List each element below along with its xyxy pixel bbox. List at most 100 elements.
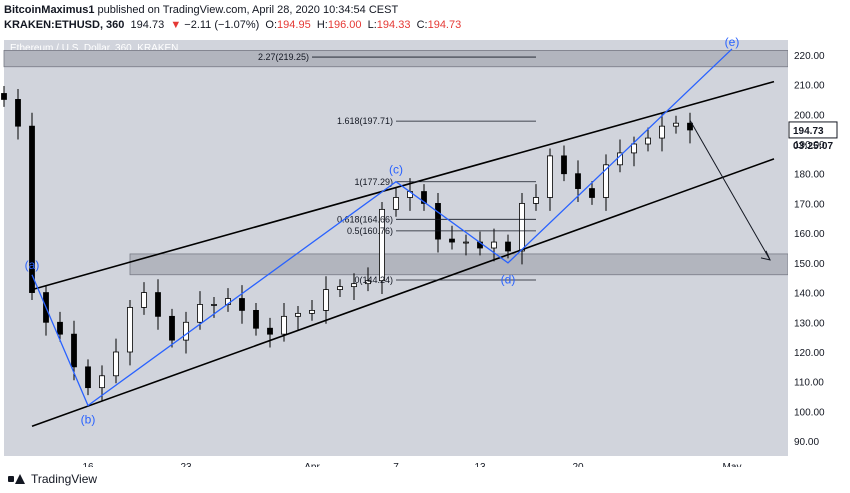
candle xyxy=(253,309,259,329)
x-tick-label: 20 xyxy=(572,462,584,467)
candle xyxy=(309,309,315,314)
candle xyxy=(267,327,273,335)
candle xyxy=(393,197,399,210)
symbol-info: KRAKEN:ETHUSD, 360 194.73 ▼ −2.11 (−1.07… xyxy=(4,19,461,31)
price-axis xyxy=(788,36,850,467)
wave-label: (e) xyxy=(725,36,740,49)
tradingview-footer: TradingView xyxy=(8,472,97,486)
low-value: 194.33 xyxy=(376,19,411,31)
x-tick-label: 7 xyxy=(393,462,399,467)
tradingview-logo-icon xyxy=(8,474,26,484)
candle xyxy=(421,191,427,204)
last-price: 194.73 xyxy=(130,19,165,31)
candle xyxy=(29,125,35,293)
close-value: 194.73 xyxy=(427,19,462,31)
x-tick-label: 13 xyxy=(474,462,486,467)
candle xyxy=(351,283,357,288)
candle xyxy=(295,312,301,317)
candle xyxy=(631,143,637,154)
symbol-name: KRAKEN:ETHUSD, 360 xyxy=(4,19,125,31)
candle xyxy=(1,93,7,100)
y-tick-label: 200.00 xyxy=(794,110,825,121)
channel-line-1 xyxy=(31,158,775,428)
projection-arrow xyxy=(689,119,771,261)
y-tick-label: 120.00 xyxy=(794,348,825,359)
candle xyxy=(57,321,63,335)
candle xyxy=(561,155,567,175)
low-label: L: xyxy=(367,19,377,31)
down-arrow-icon: ▼ xyxy=(170,19,182,31)
y-tick-label: 110.00 xyxy=(794,378,824,389)
candle xyxy=(85,366,91,389)
candle xyxy=(183,321,189,341)
publish-text: published on TradingView.com, April 28, … xyxy=(94,4,399,16)
y-tick-label: 160.00 xyxy=(794,229,825,240)
y-tick-label: 180.00 xyxy=(794,170,825,181)
current-price-label: 194.73 xyxy=(793,126,824,137)
candle xyxy=(113,351,119,377)
candle xyxy=(547,155,553,198)
wave-label: (a) xyxy=(25,258,40,272)
fib-label: 0(144.24) xyxy=(354,275,393,285)
candle xyxy=(659,125,665,139)
close-label: C: xyxy=(416,19,428,31)
price-change: −2.11 (−1.07%) xyxy=(184,19,260,31)
fib-label: 1(177.29) xyxy=(354,177,393,187)
candle xyxy=(435,203,441,240)
price-chart[interactable]: Ethereum / U.S. Dollar, 360, KRAKEN 2.27(… xyxy=(0,36,850,467)
time-axis xyxy=(0,456,850,467)
candle xyxy=(533,197,539,204)
wave-label: (c) xyxy=(389,163,403,177)
support-zone-0 xyxy=(3,49,789,68)
x-tick-label: May xyxy=(723,462,742,467)
candle xyxy=(197,304,203,323)
candle xyxy=(449,238,455,243)
current-price-box xyxy=(788,121,838,139)
candle xyxy=(127,307,133,353)
candle xyxy=(323,289,329,311)
chart-title: Ethereum / U.S. Dollar, 360, KRAKEN xyxy=(10,43,178,54)
y-tick-label: 210.00 xyxy=(794,81,825,92)
brand-name: TradingView xyxy=(31,472,98,486)
candle xyxy=(645,137,651,145)
y-tick-label: 170.00 xyxy=(794,199,825,210)
candle xyxy=(589,188,595,198)
candle xyxy=(71,333,77,368)
publish-info: BitcoinMaximus1 published on TradingView… xyxy=(4,4,398,16)
open-label: O: xyxy=(265,19,278,31)
candle xyxy=(337,286,343,290)
candle xyxy=(15,99,21,127)
wave-label: (b) xyxy=(81,412,96,426)
fib-label: 0.5(160.76) xyxy=(347,226,393,236)
wave-path xyxy=(31,48,733,407)
author-name[interactable]: BitcoinMaximus1 xyxy=(4,4,95,16)
candle xyxy=(141,292,147,308)
candle xyxy=(99,375,105,389)
fib-label: 1.618(197.71) xyxy=(337,116,393,126)
candle xyxy=(463,241,469,244)
x-tick-label: 16 xyxy=(82,462,94,467)
fib-label: 0.618(164.66) xyxy=(337,214,393,224)
open-value: 194.95 xyxy=(277,19,311,31)
projection-arrow-head xyxy=(760,250,771,261)
y-tick-label: 140.00 xyxy=(794,289,825,300)
candle xyxy=(379,208,385,282)
candle xyxy=(365,280,371,285)
bar-countdown: 03:25:07 xyxy=(793,141,833,152)
channel-line-0 xyxy=(31,80,775,291)
candle xyxy=(673,122,679,127)
candle xyxy=(687,122,693,131)
fib-label: 2.27(219.25) xyxy=(258,52,309,62)
y-tick-label: 130.00 xyxy=(794,318,825,329)
y-tick-label: 220.00 xyxy=(794,51,825,62)
high-value: 196.00 xyxy=(327,19,362,31)
candle xyxy=(505,241,511,252)
candle xyxy=(155,292,161,317)
candle xyxy=(169,315,175,341)
y-tick-label: 190.00 xyxy=(794,140,825,151)
candle xyxy=(281,315,287,335)
wave-label: (d) xyxy=(501,273,516,287)
candle xyxy=(211,304,217,306)
y-tick-label: 100.00 xyxy=(794,407,825,418)
x-tick-label: 23 xyxy=(180,462,192,467)
